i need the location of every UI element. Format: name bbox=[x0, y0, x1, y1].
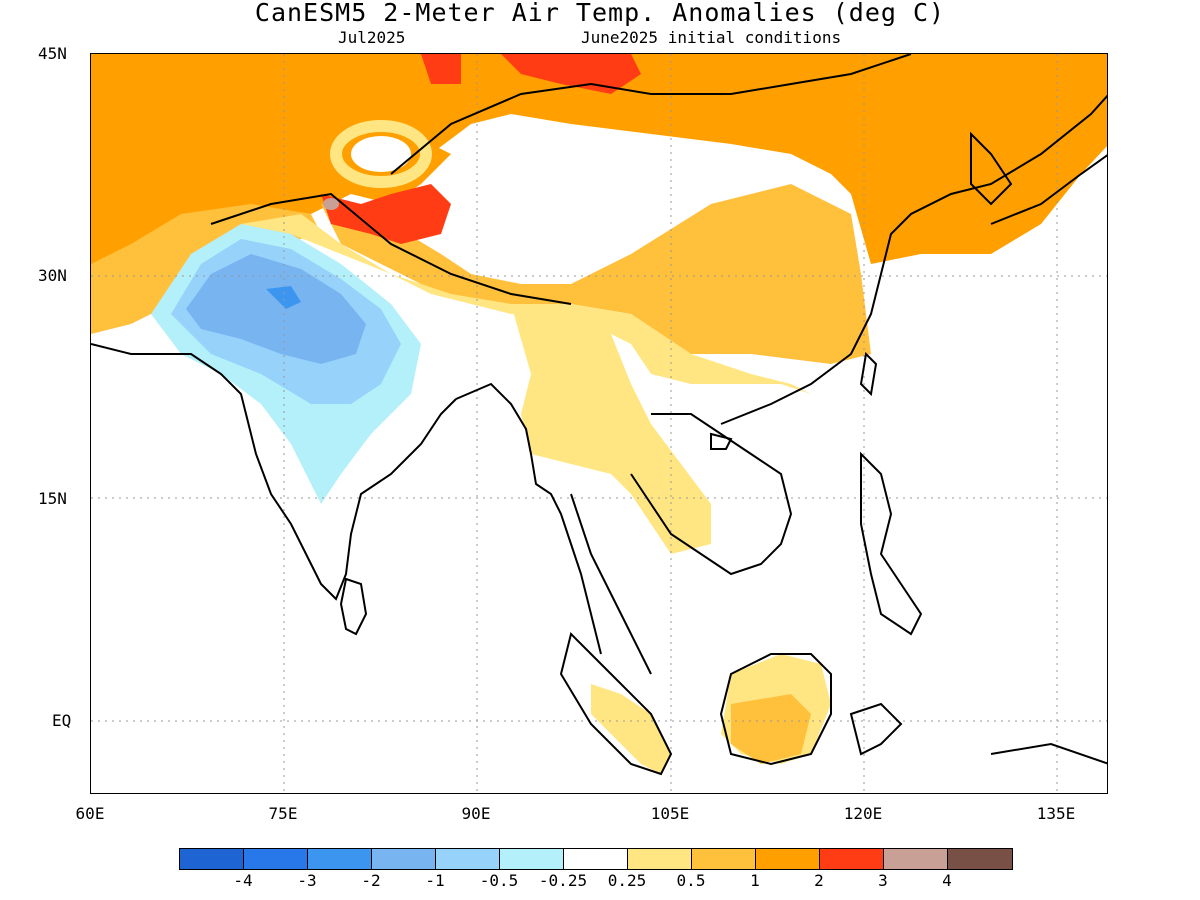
color-legend-swatch bbox=[308, 849, 372, 869]
color-legend-label: 2 bbox=[814, 871, 824, 890]
color-legend-label: -0.25 bbox=[538, 871, 588, 890]
coastline-philippines bbox=[860, 451, 923, 636]
lat-label-15n: 15N bbox=[38, 489, 67, 508]
anomaly-region-lightorange-borneo bbox=[731, 694, 811, 764]
color-legend-label: -1 bbox=[425, 871, 445, 890]
color-legend-label: 0.5 bbox=[676, 871, 706, 890]
color-legend-bar bbox=[179, 848, 1013, 870]
color-legend-swatch bbox=[500, 849, 564, 869]
color-legend-swatch bbox=[692, 849, 756, 869]
coastline-srilanka bbox=[339, 577, 368, 636]
color-legend-swatch bbox=[948, 849, 1012, 869]
anomaly-region-yellow-sumatra bbox=[591, 684, 671, 774]
color-legend-label: 1 bbox=[750, 871, 760, 890]
lon-label-105e: 105E bbox=[650, 804, 690, 823]
map-title: CanESM5 2-Meter Air Temp. Anomalies (deg… bbox=[254, 0, 946, 27]
color-legend-swatch bbox=[820, 849, 884, 869]
anomaly-region-blue-dark bbox=[266, 286, 301, 309]
coastline-sumatra bbox=[559, 632, 673, 776]
coastline-malay bbox=[570, 493, 652, 675]
color-legend-swatch bbox=[628, 849, 692, 869]
anomaly-region-light-orange-china bbox=[321, 184, 871, 364]
lon-label-90e: 90E bbox=[461, 804, 491, 823]
color-legend-swatch bbox=[180, 849, 244, 869]
anomaly-region-orange-north bbox=[91, 54, 1107, 264]
lon-label-120e: 120E bbox=[843, 804, 883, 823]
lat-label-45n: 45N bbox=[38, 44, 67, 63]
color-legend-label: -4 bbox=[233, 871, 253, 890]
color-legend-swatch bbox=[436, 849, 500, 869]
coastline-hainan bbox=[710, 432, 733, 450]
lat-label-eq: EQ bbox=[52, 711, 72, 730]
map-canvas bbox=[91, 54, 1107, 793]
anomaly-map bbox=[90, 53, 1108, 794]
color-legend-swatch bbox=[884, 849, 948, 869]
valid-month-label: Jul2025 bbox=[338, 28, 406, 47]
graticule bbox=[91, 54, 1107, 793]
anomaly-region-red-tibet bbox=[321, 184, 451, 244]
coastline-border-china bbox=[390, 54, 912, 175]
color-legend-label: -3 bbox=[297, 871, 317, 890]
lon-label-60e: 60E bbox=[75, 804, 105, 823]
coastline-china bbox=[720, 94, 1107, 425]
coastline-japan bbox=[990, 154, 1107, 225]
color-legend-label: -2 bbox=[361, 871, 381, 890]
anomaly-region-red-north bbox=[421, 54, 461, 84]
color-legend-swatch bbox=[244, 849, 308, 869]
color-legend-label: 3 bbox=[878, 871, 888, 890]
anomaly-region-pink bbox=[323, 198, 339, 210]
coastline-borneo bbox=[719, 653, 832, 766]
coastline-newguinea bbox=[990, 742, 1107, 765]
coastline-india bbox=[91, 343, 457, 601]
coastline-korea bbox=[970, 131, 1013, 206]
lat-label-30n: 30N bbox=[38, 266, 67, 285]
init-conditions-label: June2025 initial conditions bbox=[581, 28, 842, 47]
anomaly-region-yellow-indochina bbox=[511, 304, 711, 554]
color-legend-label: -0.5 bbox=[479, 871, 519, 890]
color-legend-swatch bbox=[372, 849, 436, 869]
lon-label-75e: 75E bbox=[268, 804, 298, 823]
color-legend-swatch bbox=[756, 849, 820, 869]
coastlines bbox=[91, 54, 1107, 776]
color-legend-swatch bbox=[564, 849, 628, 869]
coastline-border-himalaya bbox=[210, 192, 572, 305]
coastline-taiwan bbox=[859, 351, 878, 397]
color-legend-label: 4 bbox=[942, 871, 952, 890]
lon-label-135e: 135E bbox=[1036, 804, 1076, 823]
coastline-sulawesi bbox=[849, 702, 903, 756]
color-legend-label: 0.25 bbox=[607, 871, 647, 890]
anomaly-shading bbox=[91, 54, 1107, 774]
anomaly-region-white-tarim bbox=[351, 136, 411, 172]
anomaly-region-red-mongolia bbox=[501, 54, 641, 94]
anomaly-region-blue-main bbox=[186, 254, 366, 364]
coastline-bay-east bbox=[455, 382, 602, 655]
coastline-indochina bbox=[630, 413, 793, 576]
